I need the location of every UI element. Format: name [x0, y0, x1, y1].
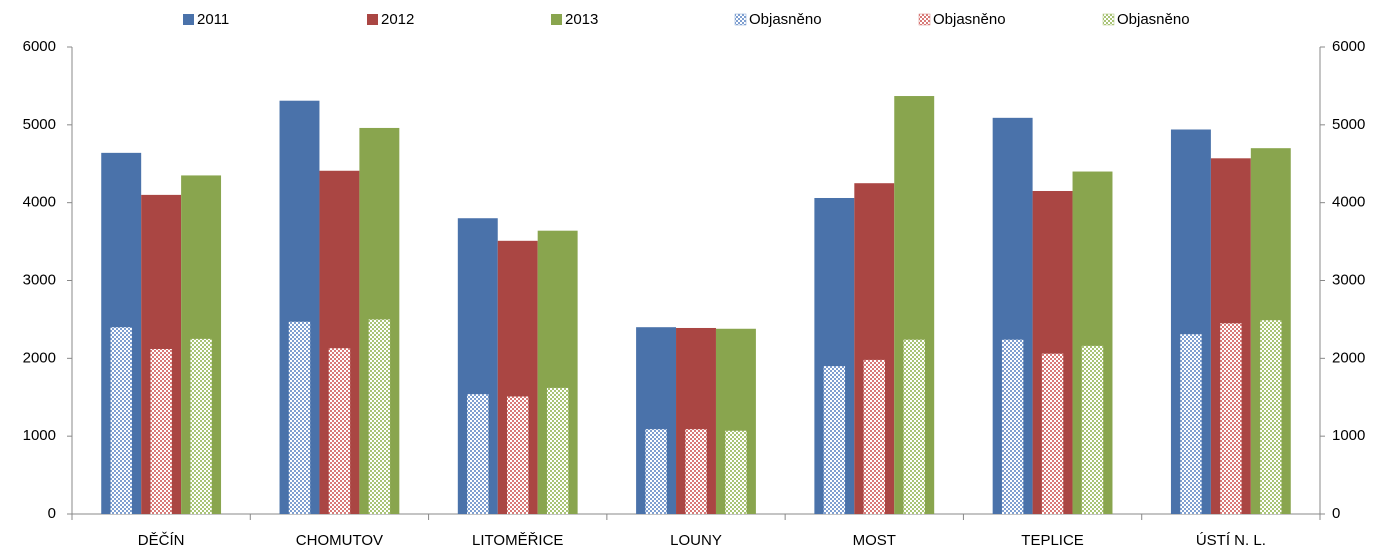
hatched-bar	[685, 429, 707, 514]
hatched-bar	[725, 430, 747, 514]
x-tick-label: CHOMUTOV	[296, 532, 383, 549]
y2-tick-label: 5000	[1332, 116, 1365, 133]
y2-tick-label: 6000	[1332, 38, 1365, 55]
y-tick-label: 3000	[23, 271, 56, 288]
x-tick-label: TEPLICE	[1021, 532, 1084, 549]
hatched-bar	[368, 319, 391, 514]
legend-label: Objasněno	[1117, 11, 1190, 28]
legend-swatch	[1102, 13, 1115, 26]
y2-tick-label: 2000	[1332, 349, 1365, 366]
x-tick-label: LOUNY	[670, 532, 722, 549]
hatched-bar	[467, 394, 489, 514]
hatched-bar	[328, 348, 351, 514]
hatched-bar	[645, 429, 667, 514]
hatched-bar	[150, 348, 172, 514]
legend-swatch	[183, 14, 194, 25]
y2-tick-label: 4000	[1332, 194, 1365, 211]
hatched-bar	[1180, 334, 1202, 514]
legend-label: 2012	[381, 11, 414, 28]
hatched-bar	[507, 396, 529, 514]
hatched-bar	[110, 327, 132, 514]
hatched-bar	[1081, 345, 1104, 514]
legend-swatch	[734, 13, 747, 26]
y2-tick-label: 3000	[1332, 271, 1365, 288]
hatched-bar	[1041, 353, 1064, 514]
hatched-bar	[903, 339, 925, 514]
y-tick-label: 0	[48, 505, 56, 522]
hatched-bar	[546, 387, 569, 514]
y2-tick-label: 0	[1332, 505, 1340, 522]
y2-tick-label: 1000	[1332, 427, 1365, 444]
hatched-bar	[1220, 323, 1242, 514]
legend-label: 2013	[565, 11, 598, 28]
legend-swatch	[551, 14, 562, 25]
x-tick-label: DĚČÍN	[138, 532, 185, 549]
hatched-bar	[1260, 320, 1282, 514]
y-tick-label: 1000	[23, 427, 56, 444]
legend-swatch	[918, 13, 931, 26]
legend-label: 2011	[197, 11, 229, 28]
x-tick-label: ÚSTÍ N. L.	[1196, 532, 1266, 549]
y-tick-label: 6000	[23, 38, 56, 55]
x-tick-label: MOST	[853, 532, 896, 549]
legend-swatch	[367, 14, 378, 25]
legend-label: Objasněno	[933, 11, 1006, 28]
hatched-bar	[190, 338, 212, 514]
hatched-bar	[288, 321, 311, 514]
y-tick-label: 4000	[23, 194, 56, 211]
hatched-bar	[863, 359, 885, 514]
hatched-bar	[1001, 339, 1024, 514]
x-tick-label: LITOMĚŘICE	[472, 532, 563, 549]
hatched-bar	[823, 366, 846, 514]
legend-label: Objasněno	[749, 11, 822, 28]
y-tick-label: 5000	[23, 116, 56, 133]
y-tick-label: 2000	[23, 349, 56, 366]
